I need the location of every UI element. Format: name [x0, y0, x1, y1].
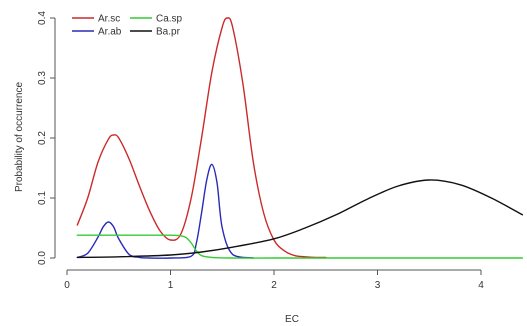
y-tick-label: 0.1	[37, 191, 48, 205]
x-tick-label: 3	[375, 280, 381, 291]
series-group	[76, 17, 524, 259]
series-line-ca-sp	[76, 234, 524, 259]
series-line-ar-ab	[76, 163, 254, 259]
legend-label: Ar.ab	[98, 27, 122, 38]
legend-label: Ar.sc	[98, 14, 120, 25]
y-tick-label: 0.2	[37, 131, 48, 145]
legend: Ar.sc Ar.ab Ca.sp Ba.pr	[72, 14, 183, 38]
y-tick-label: 0.0	[37, 251, 48, 265]
legend-label: Ba.pr	[156, 27, 181, 38]
x-tick-label: 2	[271, 280, 277, 291]
x-tick-label: 1	[168, 280, 174, 291]
y-ticks: 0.0 0.1 0.2 0.3 0.4	[37, 11, 55, 265]
x-axis-title: EC	[285, 314, 299, 325]
x-ticks: 0 1 2 3 4	[64, 270, 484, 291]
legend-label: Ca.sp	[156, 14, 183, 25]
series-line-ar-sc	[76, 17, 327, 259]
x-tick-label: 4	[478, 280, 484, 291]
y-tick-label: 0.3	[37, 71, 48, 85]
y-tick-label: 0.4	[37, 11, 48, 25]
y-axis-title: Probability of occurrence	[14, 82, 25, 192]
x-tick-label: 0	[64, 280, 70, 291]
series-line-ba-pr	[76, 179, 524, 259]
